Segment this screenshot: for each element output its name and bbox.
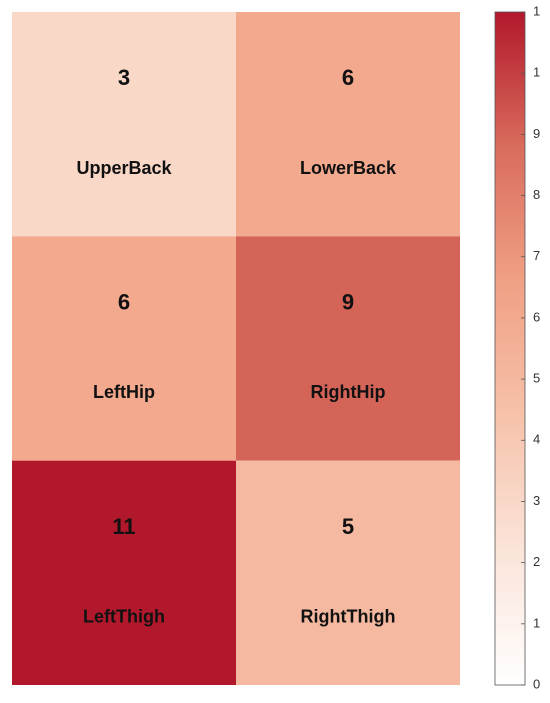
cell-value: 6 <box>342 65 354 90</box>
colorbar-tick-label: 1 <box>533 3 540 18</box>
cell-label: LeftThigh <box>83 606 165 626</box>
heatmap-cell <box>236 12 460 237</box>
cell-label: LeftHip <box>93 382 155 402</box>
cell-label: RightHip <box>311 382 386 402</box>
heatmap-cell <box>12 460 236 685</box>
colorbar-tick-label: 1 <box>533 615 540 630</box>
cell-value: 9 <box>342 289 354 314</box>
colorbar-tick-label: 8 <box>533 187 540 202</box>
heatmap-cell <box>12 236 236 461</box>
heatmap-cell <box>236 236 460 461</box>
heatmap-cell <box>236 460 460 685</box>
colorbar-tick-label: 4 <box>533 432 540 447</box>
colorbar <box>494 11 526 686</box>
cell-value: 6 <box>118 289 130 314</box>
colorbar-tick-label: 5 <box>533 371 540 386</box>
colorbar-tick-label: 9 <box>533 126 540 141</box>
cell-value: 3 <box>118 65 130 90</box>
colorbar-tick-label: 3 <box>533 493 540 508</box>
colorbar-tick-label: 1 <box>533 65 540 80</box>
cell-label: RightThigh <box>301 606 396 626</box>
colorbar-tick-label: 7 <box>533 248 540 263</box>
cell-value: 5 <box>342 514 354 539</box>
cell-label: UpperBack <box>76 158 172 178</box>
cell-value: 11 <box>112 514 135 539</box>
colorbar-tick-label: 2 <box>533 554 540 569</box>
colorbar-tick-label: 0 <box>533 676 540 691</box>
cell-label: LowerBack <box>300 158 397 178</box>
heatmap-cell <box>12 12 236 237</box>
colorbar-tick-label: 6 <box>533 309 540 324</box>
